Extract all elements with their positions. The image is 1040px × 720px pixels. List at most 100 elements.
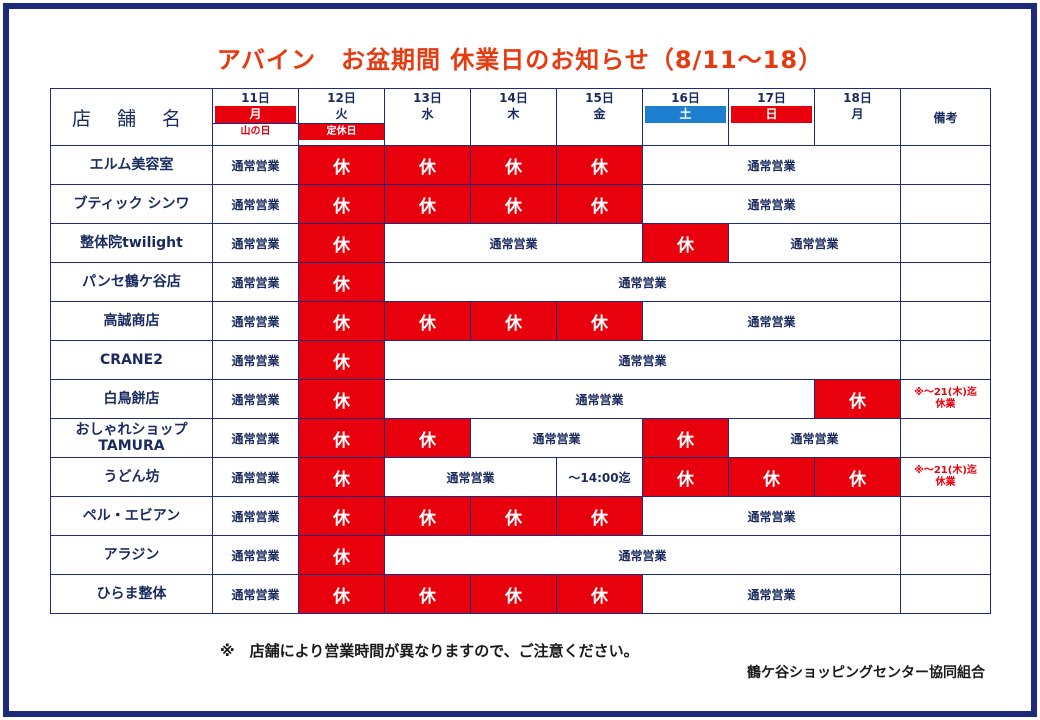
note-cell	[900, 340, 991, 380]
closed-cell: 休	[384, 301, 471, 341]
store-name: パンセ鶴ケ谷店	[50, 262, 213, 302]
note-cell	[900, 574, 991, 614]
closed-cell: 休	[298, 301, 385, 341]
open-cell: 通常営業	[642, 301, 901, 341]
day-of-week: 水	[421, 107, 434, 121]
day-of-week: 木	[507, 107, 520, 121]
notes-column-header: 備考	[900, 88, 991, 146]
open-cell: 通常営業	[384, 223, 643, 263]
day-header-12: 12日火定休日	[298, 88, 385, 146]
open-cell: 通常営業	[384, 340, 901, 380]
closed-cell: 休	[470, 301, 557, 341]
closed-cell: 休	[298, 145, 385, 185]
closed-cell: 休	[642, 457, 729, 497]
day-holiday-label: 山の日	[213, 123, 298, 140]
closed-cell: 休	[556, 496, 643, 536]
open-cell: 通常営業	[384, 379, 815, 419]
closed-cell: 休	[384, 145, 471, 185]
day-of-week: 火	[335, 107, 348, 121]
note-cell: ※〜21(木)迄 休業	[900, 379, 991, 419]
page-border	[3, 3, 1037, 717]
closed-cell: 休	[298, 340, 385, 380]
day-date: 17日	[757, 91, 786, 105]
day-header-15: 15日金	[556, 88, 643, 146]
closed-cell: 休	[298, 496, 385, 536]
organization-name: 鶴ケ谷ショッピングセンター協同組合	[747, 665, 985, 681]
store-name: エルム美容室	[50, 145, 213, 185]
store-name: 高誠商店	[50, 301, 213, 341]
table-row: CRANE2 通常営業休通常営業	[50, 340, 991, 380]
table-row: おしゃれショップ TAMURA 通常営業休休通常営業休通常営業	[50, 418, 991, 458]
open-cell: 通常営業	[212, 496, 299, 536]
closed-cell: 休	[298, 574, 385, 614]
day-date: 14日	[499, 91, 528, 105]
day-date: 11日	[241, 91, 270, 105]
open-cell: 通常営業	[642, 145, 901, 185]
note-cell	[900, 496, 991, 536]
note-cell	[900, 262, 991, 302]
day-date: 16日	[671, 91, 700, 105]
note-cell	[900, 301, 991, 341]
open-cell: 通常営業	[212, 418, 299, 458]
open-cell: 通常営業	[642, 574, 901, 614]
closed-cell: 休	[298, 262, 385, 302]
short-hours-cell: 〜14:00迄	[556, 457, 643, 497]
note-cell	[900, 535, 991, 575]
open-cell: 通常営業	[212, 145, 299, 185]
closed-cell: 休	[642, 223, 729, 263]
open-cell: 通常営業	[212, 223, 299, 263]
table-row: パンセ鶴ケ谷店 通常営業休通常営業	[50, 262, 991, 302]
closed-cell: 休	[814, 379, 901, 419]
store-name: 白鳥餅店	[50, 379, 213, 419]
closed-cell: 休	[556, 301, 643, 341]
header-row: 店 舗 名 11日月山の日 12日火定休日 13日水 14日木 15日金 16日土 17日日…	[50, 88, 991, 146]
table-row: エルム美容室 通常営業休休休休通常営業	[50, 145, 991, 185]
open-cell: 通常営業	[642, 496, 901, 536]
closed-cell: 休	[556, 145, 643, 185]
closed-cell: 休	[298, 535, 385, 575]
closed-cell: 休	[728, 457, 815, 497]
store-name: 整体院twilight	[50, 223, 213, 263]
table-row: アラジン 通常営業休通常営業	[50, 535, 991, 575]
day-header-13: 13日水	[384, 88, 471, 146]
day-date: 18日	[843, 91, 872, 105]
table-row: ペル・エビアン 通常営業休休休休通常営業	[50, 496, 991, 536]
open-cell: 通常営業	[212, 574, 299, 614]
closed-cell: 休	[556, 184, 643, 224]
store-name: おしゃれショップ TAMURA	[50, 418, 213, 458]
closed-cell: 休	[470, 574, 557, 614]
closed-cell: 休	[470, 496, 557, 536]
table-row: 白鳥餅店 通常営業休通常営業休 ※〜21(木)迄 休業	[50, 379, 991, 419]
open-cell: 通常営業	[728, 223, 901, 263]
open-cell: 通常営業	[212, 340, 299, 380]
table-row: 整体院twilight 通常営業休通常営業休通常営業	[50, 223, 991, 263]
open-cell: 通常営業	[212, 535, 299, 575]
note-cell	[900, 223, 991, 263]
store-name: CRANE2	[50, 340, 213, 380]
store-column-header: 店 舗 名	[50, 88, 213, 146]
holiday-schedule-table: 店 舗 名 11日月山の日 12日火定休日 13日水 14日木 15日金 16日土 17日日…	[50, 88, 991, 614]
note-cell: ※〜21(木)迄 休業	[900, 457, 991, 497]
closed-cell: 休	[814, 457, 901, 497]
table-row: うどん坊 通常営業休通常営業 〜14:00迄休休休 ※〜21(木)迄 休業	[50, 457, 991, 497]
store-name: うどん坊	[50, 457, 213, 497]
open-cell: 通常営業	[212, 301, 299, 341]
closed-cell: 休	[298, 418, 385, 458]
closed-cell: 休	[298, 184, 385, 224]
day-of-week: 日	[731, 106, 812, 123]
day-header-11: 11日月山の日	[212, 88, 299, 146]
table-row: ブティック シンワ 通常営業休休休休通常営業	[50, 184, 991, 224]
open-cell: 通常営業	[470, 418, 643, 458]
day-of-week: 月	[851, 107, 864, 121]
store-name: ペル・エビアン	[50, 496, 213, 536]
open-cell: 通常営業	[212, 184, 299, 224]
closed-cell: 休	[556, 574, 643, 614]
day-holiday-label: 定休日	[299, 123, 384, 140]
open-cell: 通常営業	[642, 184, 901, 224]
store-name: ブティック シンワ	[50, 184, 213, 224]
open-cell: 通常営業	[212, 262, 299, 302]
closed-cell: 休	[298, 223, 385, 263]
closed-cell: 休	[384, 574, 471, 614]
open-cell: 通常営業	[728, 418, 901, 458]
open-cell: 通常営業	[384, 457, 557, 497]
